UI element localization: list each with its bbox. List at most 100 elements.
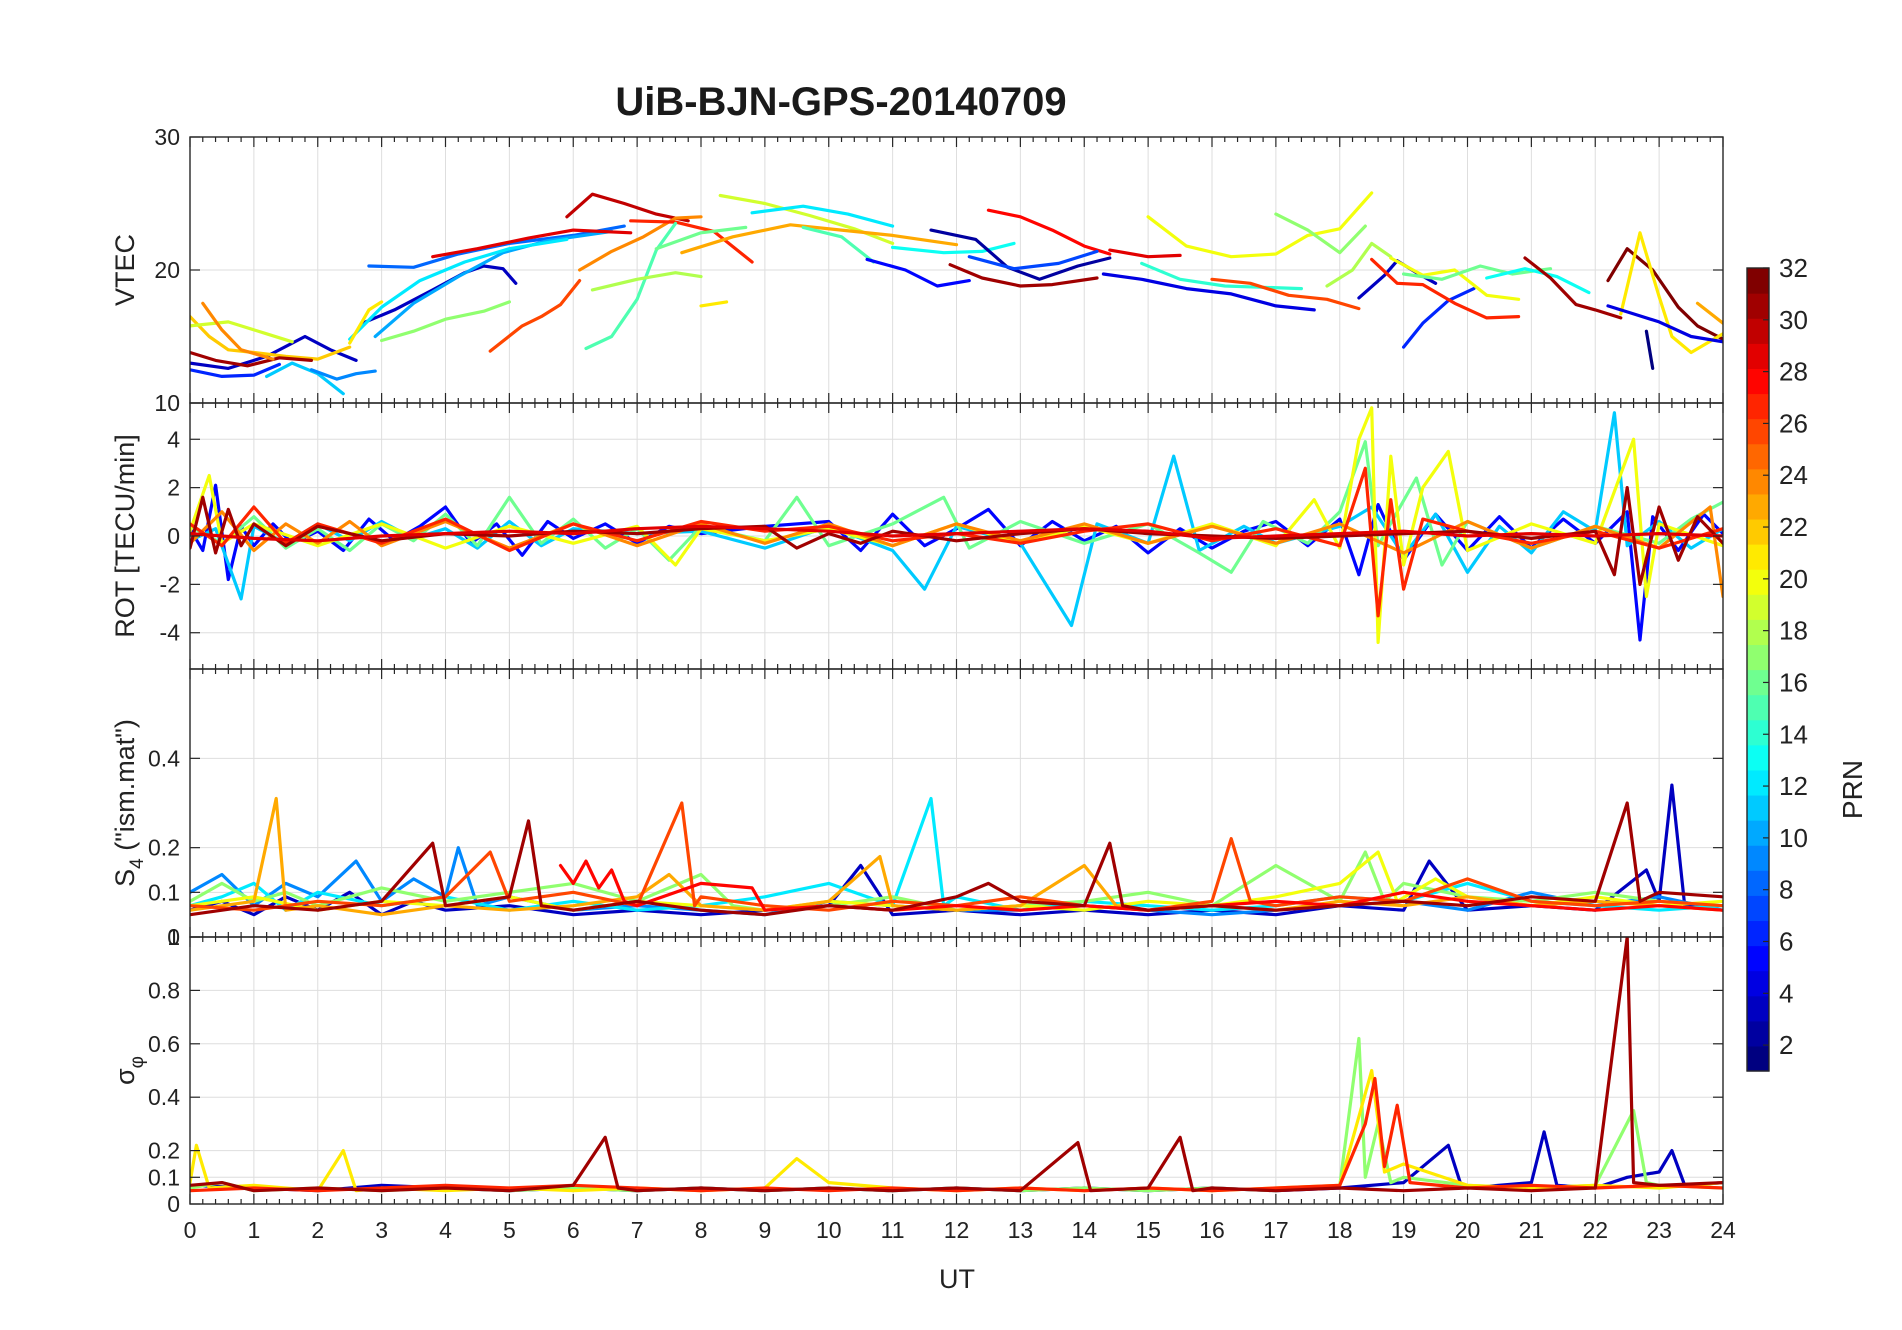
series-prn-12 — [348, 237, 569, 341]
colorbar-label: PRN — [1837, 760, 1868, 819]
series-prn-31 — [1523, 256, 1623, 320]
x-tick-label: 10 — [816, 1217, 842, 1243]
colorbar-segment — [1747, 443, 1769, 470]
colorbar-segment — [1747, 644, 1769, 671]
y-tick-label: 0.4 — [148, 745, 180, 771]
series-prn-31 — [190, 937, 1723, 1193]
colorbar-tick-label: 4 — [1779, 978, 1793, 1008]
y-tick-label: -2 — [160, 571, 180, 597]
colorbar-segment — [1747, 518, 1769, 545]
series-prn-18 — [1325, 241, 1393, 288]
colorbar-segment — [1747, 895, 1769, 922]
y-axis-label-s4: S4 ("ism.mat") — [110, 719, 148, 887]
x-axis-label: UT — [939, 1264, 975, 1294]
colorbar-segment — [1747, 569, 1769, 595]
series-prn-21 — [190, 1068, 1723, 1193]
colorbar-segment — [1747, 820, 1769, 846]
colorbar-segment — [1747, 493, 1769, 520]
x-tick-label: 17 — [1263, 1217, 1289, 1243]
ticks-rot: -4 -2 0 2 4 — [160, 403, 1724, 669]
chart-title: UiB-BJN-GPS-20140709 — [615, 80, 1066, 124]
series-prn-28 — [558, 859, 1723, 912]
colorbar-tick-label: 16 — [1779, 667, 1808, 697]
series-prn-26 — [488, 279, 582, 353]
series-prn-31 — [190, 350, 313, 368]
series-prn-20 — [1389, 256, 1521, 301]
series-prn-3 — [360, 264, 518, 325]
series-prn-14 — [1140, 261, 1303, 291]
y-tick-label: 2 — [167, 475, 180, 501]
x-tick-label: 7 — [631, 1217, 644, 1243]
series-prn-4 — [1606, 304, 1723, 344]
x-tick-label: 16 — [1199, 1217, 1225, 1243]
colorbar-segment — [1747, 945, 1769, 972]
series-prn-20 — [1146, 191, 1374, 259]
series-prn-27 — [1370, 257, 1521, 320]
series-prn-23 — [190, 796, 1723, 917]
colorbar-tick-label: 24 — [1779, 460, 1808, 490]
x-tick-label: 20 — [1455, 1217, 1481, 1243]
series-prn-29 — [190, 524, 1723, 543]
series-prn-31 — [948, 263, 1099, 288]
series-prn-7 — [967, 249, 1099, 271]
series-prn-26 — [1210, 277, 1361, 311]
x-tick-label: 19 — [1391, 1217, 1417, 1243]
y-tick-label: 10 — [154, 390, 180, 416]
y-tick-label: 0 — [167, 523, 180, 549]
series-prn-11 — [265, 361, 345, 396]
series-s4 — [190, 783, 1723, 917]
colorbar-segment — [1747, 343, 1769, 369]
grid-sigma_phi — [190, 936, 1723, 1205]
colorbar-segment — [1747, 1045, 1769, 1072]
y-tick-label: 0 — [167, 1191, 180, 1217]
colorbar-segment — [1747, 268, 1769, 294]
colorbar-segment — [1747, 970, 1769, 997]
colorbar-segment — [1747, 318, 1769, 344]
x-tick-label: 3 — [375, 1217, 388, 1243]
x-tick-label: 4 — [439, 1217, 452, 1243]
y-tick-label: 0.1 — [148, 1164, 180, 1190]
x-tick-label: 18 — [1327, 1217, 1353, 1243]
x-tick-label: 12 — [944, 1217, 970, 1243]
colorbar-segment — [1747, 694, 1769, 721]
ticks-s4: 0 0.1 0.2 0.4 — [148, 669, 1724, 950]
colorbar-segment — [1747, 744, 1769, 771]
x-tick-label: 24 — [1710, 1217, 1736, 1243]
colorbar-segment — [1747, 719, 1769, 746]
series-prn-13 — [1485, 267, 1591, 295]
y-tick-label: 0.2 — [148, 835, 180, 861]
x-tick-label: 23 — [1646, 1217, 1672, 1243]
y-axis-label-rot: ROT [TECU/min] — [110, 434, 140, 638]
series-vtec — [190, 191, 1723, 396]
series-prn-17 — [1274, 212, 1367, 255]
colorbar-segment — [1747, 393, 1769, 420]
colorbar-segment — [1747, 870, 1769, 896]
series-prn-15 — [584, 221, 678, 351]
panel-s4: 0 0.1 0.2 0.4S4 ("ism.mat") — [110, 668, 1724, 950]
y-tick-label: 20 — [154, 257, 180, 283]
series-prn-17 — [380, 300, 511, 343]
colorbar-tick-label: 8 — [1779, 875, 1793, 905]
colorbar-tick-label: 20 — [1779, 564, 1808, 594]
colorbar-tick-label: 26 — [1779, 408, 1808, 438]
colorbar-segment — [1747, 1020, 1769, 1047]
colorbar-tick-label: 6 — [1779, 926, 1793, 956]
colorbar-segment — [1747, 920, 1769, 947]
panel-vtec: 10 20 30 VTEC — [110, 124, 1724, 416]
colorbar-segment — [1747, 669, 1769, 696]
series-prn-27 — [190, 466, 1723, 618]
series-prn-31 — [190, 486, 1723, 586]
colorbar-tick-label: 32 — [1779, 253, 1808, 283]
y-axis-label-sigma_phi: σφ — [110, 1056, 148, 1085]
x-tick-label: 15 — [1135, 1217, 1161, 1243]
y-tick-label: 1 — [167, 924, 180, 950]
x-tick-labels: 0 1 2 3 4 5 6 7 8 9 10 11 12 13 14 15 16 17 18 19 20 21 22 23 24 — [184, 1217, 1736, 1243]
series-prn-24 — [578, 215, 703, 272]
x-tick-label: 5 — [503, 1217, 516, 1243]
series-prn-12 — [750, 204, 895, 228]
y-tick-label: 0.1 — [148, 879, 180, 905]
x-tick-label: 9 — [758, 1217, 771, 1243]
